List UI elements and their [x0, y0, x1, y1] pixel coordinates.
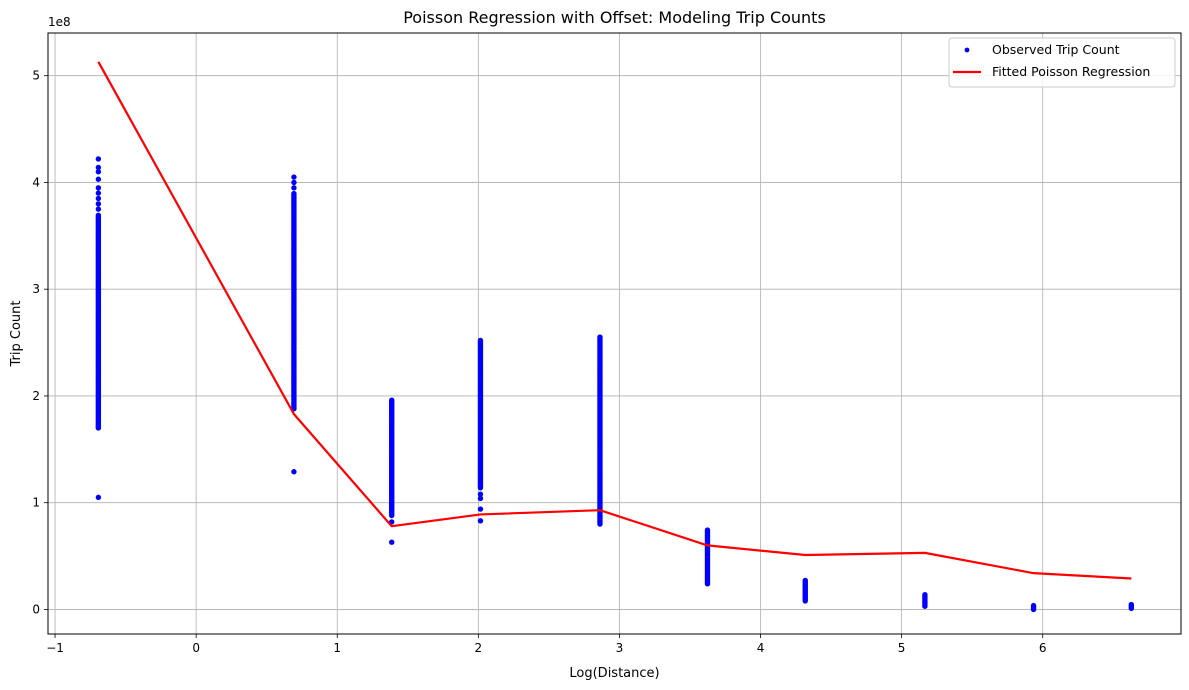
data-point [389, 539, 395, 545]
y-axis-label: Trip Count [9, 301, 24, 368]
data-point [95, 212, 102, 219]
data-point [95, 424, 102, 430]
data-point [291, 174, 297, 180]
data-point [95, 206, 102, 212]
chart-title: Poisson Regression with Offset: Modeling… [403, 8, 826, 27]
y-axis-offset-label: 1e8 [48, 15, 71, 29]
y-tick-label: 5 [32, 69, 40, 83]
scatter-series [95, 156, 1135, 613]
data-point [291, 179, 297, 186]
grid [48, 33, 1181, 634]
data-point [389, 397, 395, 403]
data-point [1030, 602, 1037, 609]
plot-frame [47, 32, 1182, 635]
x-tick-label: 1 [333, 641, 341, 655]
y-tick-label: 2 [32, 389, 40, 403]
data-point [477, 491, 484, 497]
legend-label-observed: Observed Trip Count [992, 42, 1120, 57]
data-point [802, 577, 808, 584]
data-point [95, 201, 102, 207]
x-tick-label: 4 [757, 641, 765, 655]
data-point [95, 169, 102, 175]
fitted-line-series [97, 61, 1132, 580]
data-point [597, 334, 603, 340]
data-point [477, 506, 484, 512]
x-tick-label: 5 [898, 641, 906, 655]
legend-box [948, 37, 1176, 88]
y-tick-label: 4 [32, 175, 40, 189]
x-axis-label: Log(Distance) [569, 666, 659, 681]
data-point [704, 527, 711, 533]
data-point [477, 518, 484, 524]
legend-scatter-marker [964, 47, 970, 53]
x-tick-label: 3 [616, 641, 624, 655]
y-tick-label: 0 [32, 602, 40, 616]
x-tick-label: 0 [192, 641, 200, 655]
data-point [922, 592, 928, 598]
data-point [291, 469, 297, 475]
data-point [95, 190, 102, 196]
ticks: −1 0 1 2 3 4 5 6 0 1 2 3 4 5 [32, 69, 1046, 655]
data-point [1128, 601, 1135, 608]
data-point [477, 337, 484, 344]
data-point [291, 190, 297, 197]
y-tick-label: 1 [32, 496, 40, 510]
data-point [95, 156, 102, 162]
data-point [291, 185, 297, 191]
y-tick-label: 3 [32, 282, 40, 296]
data-point [95, 195, 102, 202]
data-point [477, 495, 484, 502]
data-point [95, 176, 102, 182]
data-point [95, 164, 102, 171]
fitted-line [97, 61, 1132, 580]
x-tick-label: −1 [46, 641, 64, 655]
x-tick-label: 2 [475, 641, 483, 655]
data-point [95, 494, 102, 501]
data-point [95, 185, 102, 191]
legend-label-fitted: Fitted Poisson Regression [992, 64, 1150, 79]
x-tick-label: 6 [1039, 641, 1047, 655]
legend: Observed Trip Count Fitted Poisson Regre… [948, 37, 1176, 88]
